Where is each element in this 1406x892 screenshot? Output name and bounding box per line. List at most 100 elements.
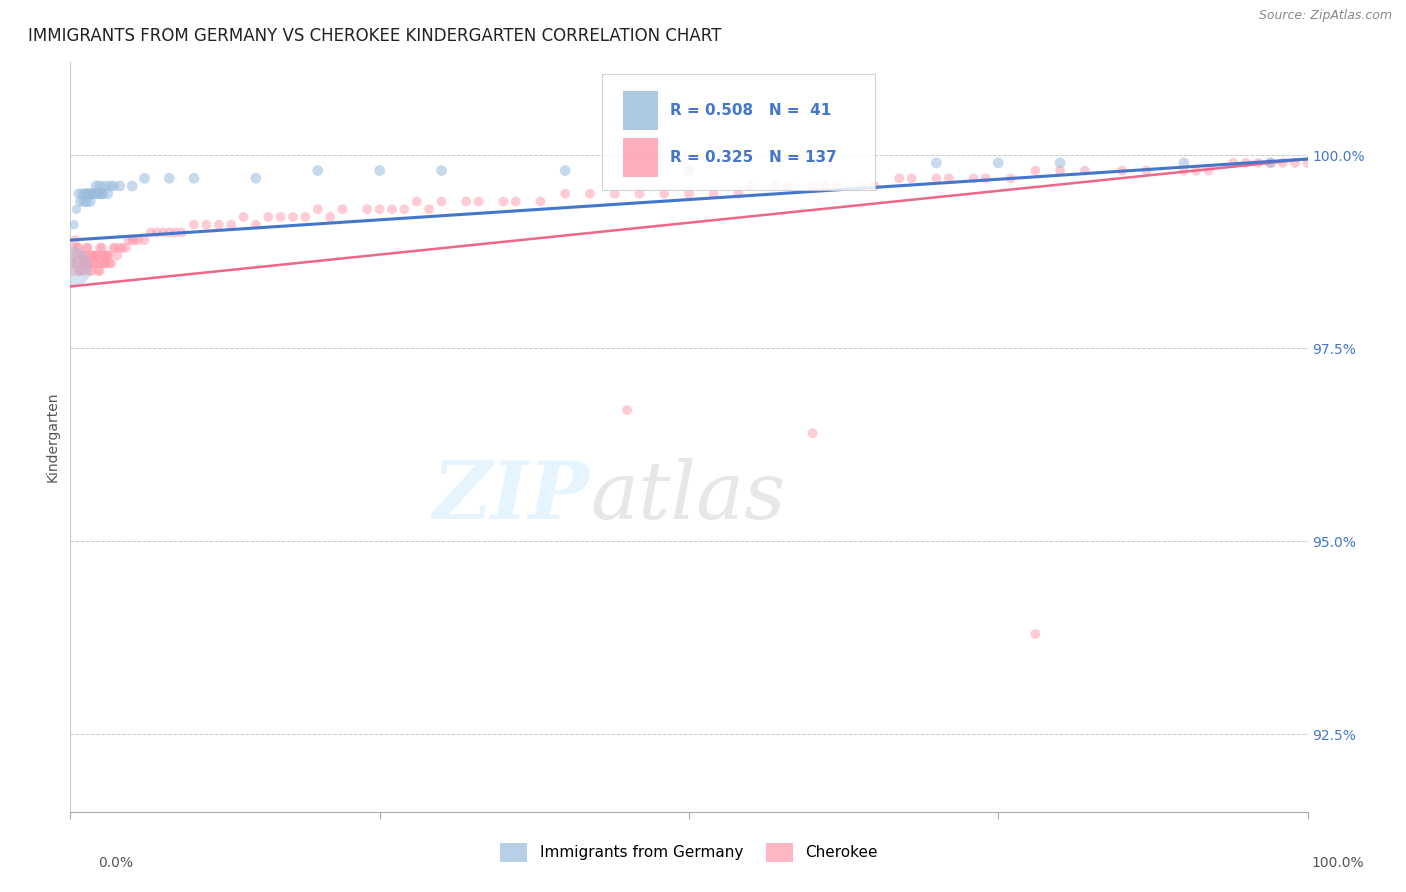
- Text: atlas: atlas: [591, 458, 786, 536]
- Point: [80, 264, 103, 278]
- Point: [121, 179, 143, 194]
- Point: [93, 256, 115, 270]
- Point: [75, 248, 97, 262]
- Point: [117, 233, 139, 247]
- Point: [80, 186, 103, 201]
- Point: [89, 241, 111, 255]
- Point: [94, 248, 117, 262]
- Point: [1024, 627, 1046, 641]
- Point: [100, 256, 122, 270]
- Point: [72, 256, 94, 270]
- Point: [67, 241, 90, 255]
- Point: [96, 248, 118, 262]
- Point: [1234, 156, 1257, 170]
- Point: [87, 186, 110, 201]
- Point: [69, 194, 91, 209]
- Point: [1111, 163, 1133, 178]
- Text: 100.0%: 100.0%: [1312, 856, 1364, 871]
- Point: [765, 179, 787, 194]
- Point: [281, 210, 304, 224]
- Point: [776, 179, 799, 194]
- Legend: Immigrants from Germany, Cherokee: Immigrants from Germany, Cherokee: [494, 837, 884, 868]
- Point: [319, 210, 342, 224]
- Point: [76, 241, 98, 255]
- Point: [157, 226, 180, 240]
- Point: [1284, 156, 1306, 170]
- Point: [134, 233, 156, 247]
- Point: [1049, 156, 1071, 170]
- Point: [579, 186, 602, 201]
- Point: [60, 256, 83, 270]
- Point: [814, 179, 837, 194]
- Point: [1136, 163, 1159, 178]
- Text: R = 0.325   N = 137: R = 0.325 N = 137: [671, 150, 837, 165]
- Point: [381, 202, 404, 217]
- Point: [430, 163, 453, 178]
- Point: [456, 194, 478, 209]
- Point: [418, 202, 440, 217]
- Point: [108, 179, 131, 194]
- Point: [430, 194, 453, 209]
- Point: [332, 202, 354, 217]
- Point: [90, 186, 112, 201]
- Point: [104, 241, 127, 255]
- Point: [307, 202, 329, 217]
- Point: [84, 256, 107, 270]
- Point: [83, 256, 105, 270]
- Point: [208, 218, 231, 232]
- Point: [87, 264, 110, 278]
- Point: [115, 241, 138, 255]
- Point: [127, 233, 149, 247]
- Point: [368, 202, 391, 217]
- Point: [616, 403, 638, 417]
- Point: [83, 256, 105, 270]
- Point: [139, 226, 162, 240]
- Point: [678, 186, 700, 201]
- Point: [554, 163, 576, 178]
- Point: [79, 264, 101, 278]
- Point: [65, 248, 87, 262]
- Point: [165, 226, 187, 240]
- Point: [65, 202, 87, 217]
- Text: R = 0.508   N =  41: R = 0.508 N = 41: [671, 103, 831, 118]
- Point: [80, 248, 103, 262]
- Point: [93, 256, 115, 270]
- Point: [134, 171, 156, 186]
- Point: [90, 256, 112, 270]
- Point: [67, 186, 90, 201]
- Point: [1296, 156, 1319, 170]
- Point: [63, 218, 86, 232]
- Point: [827, 179, 849, 194]
- Point: [103, 241, 125, 255]
- Point: [394, 202, 416, 217]
- Point: [219, 218, 242, 232]
- Point: [73, 264, 96, 278]
- Point: [96, 256, 118, 270]
- Point: [987, 156, 1010, 170]
- Point: [96, 248, 118, 262]
- Point: [554, 186, 576, 201]
- Point: [1260, 156, 1282, 170]
- Point: [727, 186, 749, 201]
- Point: [1247, 156, 1270, 170]
- Point: [76, 241, 98, 255]
- Point: [678, 163, 700, 178]
- Point: [73, 194, 96, 209]
- Point: [1173, 156, 1195, 170]
- Point: [94, 179, 117, 194]
- Point: [603, 186, 626, 201]
- Point: [183, 218, 205, 232]
- Point: [91, 186, 114, 201]
- Point: [467, 194, 489, 209]
- Point: [69, 264, 91, 278]
- Point: [86, 248, 108, 262]
- Point: [65, 233, 87, 247]
- Point: [121, 233, 143, 247]
- Y-axis label: Kindergarten: Kindergarten: [45, 392, 59, 483]
- Point: [98, 256, 121, 270]
- Point: [1049, 163, 1071, 178]
- Point: [76, 186, 98, 201]
- Point: [170, 226, 193, 240]
- Point: [84, 179, 107, 194]
- Point: [889, 171, 911, 186]
